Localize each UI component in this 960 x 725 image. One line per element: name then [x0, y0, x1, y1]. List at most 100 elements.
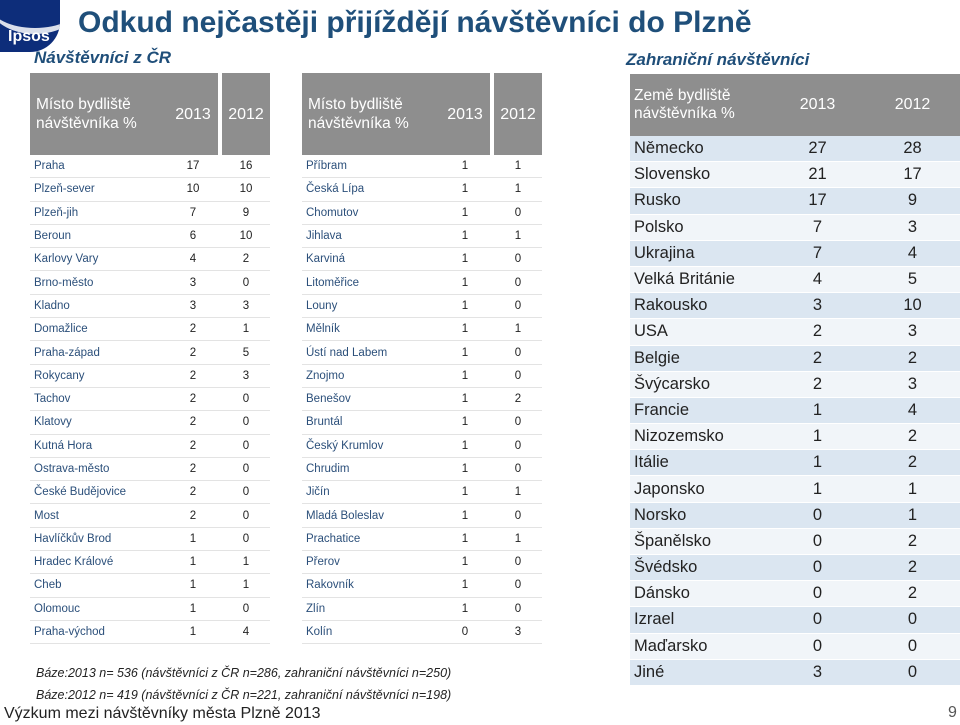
column-gap: [490, 340, 494, 365]
value-2013: 1: [440, 340, 490, 365]
column-gap: [490, 224, 494, 249]
value-2013: 6: [168, 224, 218, 249]
value-2012: 0: [865, 633, 960, 660]
value-2012: 0: [494, 550, 542, 575]
table-row: Brno-město 3 0: [30, 270, 270, 295]
table-row: Nizozemsko 1 2: [630, 423, 960, 451]
value-2013: 1: [440, 224, 490, 249]
base-note-2012: Báze:2012 n= 419 (návštěvníci z ČR n=221…: [36, 688, 452, 702]
table-header-row: Místo bydliště návštěvníka % 2013 2012: [30, 73, 270, 155]
row-location: Bruntál: [302, 410, 440, 435]
value-2013: 7: [770, 214, 865, 241]
table-row: Kladno 3 3: [30, 294, 270, 319]
value-2012: 0: [865, 606, 960, 634]
column-header-2012: 2012: [222, 73, 270, 155]
column-gap: [490, 247, 494, 272]
value-2012: 9: [865, 187, 960, 215]
row-location: Domažlice: [30, 317, 168, 342]
row-location: USA: [630, 318, 770, 346]
value-2013: 1: [440, 387, 490, 412]
row-location: Plzeň-jih: [30, 201, 168, 225]
row-location: Maďarsko: [630, 633, 770, 660]
table-row: Jihlava 1 1: [302, 224, 542, 249]
table-row: Rakousko 3 10: [630, 292, 960, 320]
row-location: Karviná: [302, 247, 440, 272]
value-2012: 1: [222, 573, 270, 598]
ipsos-logo: Ipsos: [0, 0, 60, 52]
table-header-row: Země bydliště návštěvníka % 2013 2012: [630, 74, 960, 136]
foreign-table: Země bydliště návštěvníka % 2013 2012 Ně…: [630, 74, 960, 686]
value-2012: 0: [222, 410, 270, 435]
value-2012: 3: [494, 620, 542, 645]
value-2012: 5: [222, 340, 270, 365]
table-row: Znojmo 1 0: [302, 364, 542, 388]
value-2012: 0: [494, 201, 542, 225]
value-2013: 4: [770, 266, 865, 294]
row-location: Cheb: [30, 573, 168, 598]
table-row: Chomutov 1 0: [302, 201, 542, 225]
value-2013: 1: [440, 270, 490, 295]
table-row: Prachatice 1 1: [302, 527, 542, 552]
value-2013: 1: [440, 457, 490, 482]
row-location: Louny: [302, 294, 440, 319]
table-row: Norsko 0 1: [630, 502, 960, 529]
value-2013: 1: [770, 397, 865, 425]
table-row: Cheb 1 1: [30, 573, 270, 598]
column-gap: [218, 340, 222, 365]
column-gap: [490, 503, 494, 528]
column-header-residence: Místo bydliště návštěvníka %: [302, 73, 440, 155]
value-2013: 3: [770, 659, 865, 686]
value-2013: 1: [770, 423, 865, 451]
column-gap: [218, 317, 222, 342]
value-2012: 0: [222, 457, 270, 482]
value-2013: 0: [770, 502, 865, 529]
value-2013: 1: [770, 449, 865, 477]
value-2012: 0: [494, 457, 542, 482]
row-location: Praha-východ: [30, 620, 168, 645]
value-2012: 0: [494, 503, 542, 528]
logo-text: Ipsos: [8, 28, 50, 45]
row-location: Praha-západ: [30, 340, 168, 365]
table-row: Belgie 2 2: [630, 345, 960, 372]
table-row: Přerov 1 0: [302, 550, 542, 575]
value-2012: 1: [865, 475, 960, 503]
value-2012: 3: [865, 214, 960, 241]
row-location: České Budějovice: [30, 480, 168, 505]
column-gap: [218, 201, 222, 225]
value-2013: 1: [168, 620, 218, 645]
row-location: Francie: [630, 397, 770, 425]
row-location: Ostrava-město: [30, 457, 168, 482]
row-location: Kladno: [30, 294, 168, 319]
value-2012: 0: [222, 434, 270, 458]
value-2013: 2: [168, 457, 218, 482]
column-gap: [218, 387, 222, 412]
row-location: Rusko: [630, 187, 770, 215]
row-location: Jičín: [302, 480, 440, 505]
domestic-left-body: Praha 17 16 Plzeň-sever 10 10 Plzeň-jih 7 9 Berou…: [30, 155, 270, 645]
value-2013: 1: [440, 201, 490, 225]
value-2013: 2: [168, 434, 218, 458]
value-2012: 1: [494, 480, 542, 505]
row-location: Kutná Hora: [30, 434, 168, 458]
row-location: Chomutov: [302, 201, 440, 225]
table-row: Ústí nad Labem 1 0: [302, 340, 542, 365]
column-gap: [490, 550, 494, 575]
value-2012: 1: [494, 224, 542, 249]
row-location: Izrael: [630, 606, 770, 634]
column-gap: [218, 527, 222, 552]
table-row: Velká Británie 4 5: [630, 266, 960, 294]
value-2013: 1: [440, 364, 490, 388]
value-2012: 0: [222, 527, 270, 552]
row-location: Norsko: [630, 502, 770, 529]
value-2013: 1: [440, 550, 490, 575]
value-2013: 2: [168, 503, 218, 528]
column-gap: [218, 620, 222, 645]
value-2013: 1: [770, 475, 865, 503]
value-2012: 1: [494, 155, 542, 179]
column-header-2012: 2012: [865, 74, 960, 136]
value-2013: 1: [440, 247, 490, 272]
table-row: Chrudim 1 0: [302, 457, 542, 482]
value-2012: 1: [494, 177, 542, 202]
value-2013: 2: [168, 410, 218, 435]
footer-text: Výzkum mezi návštěvníky města Plzně 2013: [4, 705, 321, 722]
